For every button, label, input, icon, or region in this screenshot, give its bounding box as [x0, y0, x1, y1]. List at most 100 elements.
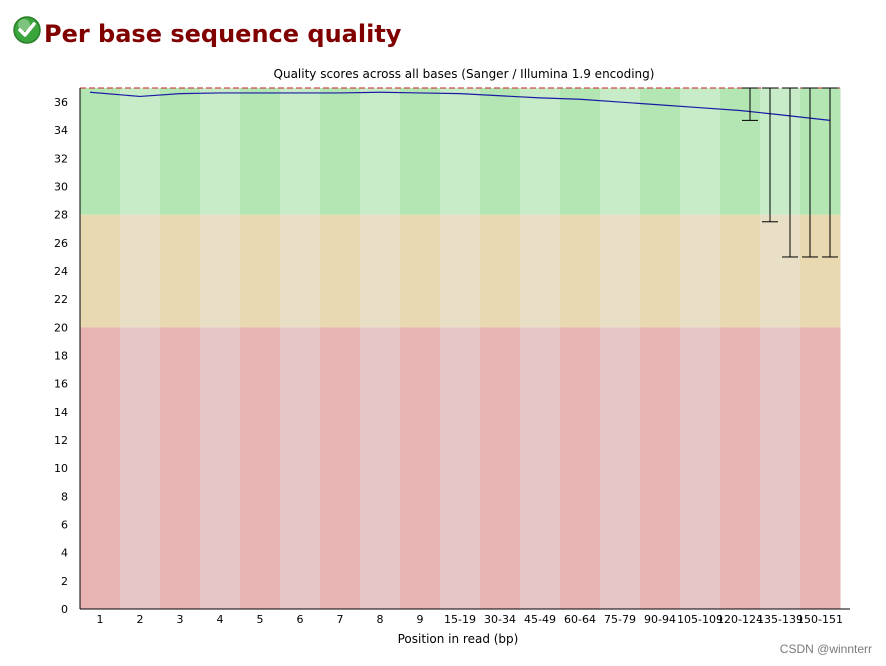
y-tick-label: 28 [54, 209, 68, 222]
x-axis-label: Position in read (bp) [398, 632, 519, 646]
band-good-stripe [720, 88, 761, 215]
y-tick-label: 8 [61, 490, 68, 503]
band-reasonable-stripe [480, 214, 521, 328]
band-poor-stripe [800, 327, 841, 609]
band-reasonable-stripe [120, 214, 161, 328]
band-good-stripe [440, 88, 481, 215]
chart-whiskers [742, 87, 838, 258]
x-tick-label: 90-94 [644, 613, 676, 626]
band-good-stripe [600, 88, 641, 215]
band-poor-stripe [600, 327, 641, 609]
band-reasonable-stripe [400, 214, 441, 328]
band-poor-stripe [120, 327, 161, 609]
band-reasonable-stripe [320, 214, 361, 328]
watermark: CSDN @winnterr [779, 642, 872, 656]
band-poor-stripe [280, 327, 321, 609]
band-good-stripe [280, 88, 321, 215]
chart-title: Quality scores across all bases (Sanger … [274, 67, 655, 81]
y-tick-label: 20 [54, 321, 68, 334]
band-good-stripe [80, 88, 121, 215]
band-reasonable-stripe [760, 214, 801, 328]
band-reasonable-stripe [280, 214, 321, 328]
x-tick-label: 15-19 [444, 613, 476, 626]
band-poor-stripe [640, 327, 681, 609]
band-poor-stripe [720, 327, 761, 609]
band-good-stripe [240, 88, 281, 215]
band-poor-stripe [520, 327, 561, 609]
x-tick-label: 3 [177, 613, 184, 626]
x-tick-label: 105-109 [677, 613, 723, 626]
chart-series [89, 91, 831, 121]
x-tick-label: 150-151 [797, 613, 843, 626]
y-tick-label: 32 [54, 152, 68, 165]
band-poor-stripe [760, 327, 801, 609]
x-tick-label: 2 [137, 613, 144, 626]
band-reasonable-stripe [680, 214, 721, 328]
y-tick-label: 26 [54, 237, 68, 250]
y-tick-label: 30 [54, 181, 68, 194]
band-reasonable-stripe [80, 214, 121, 328]
band-reasonable-stripe [160, 214, 201, 328]
band-poor-stripe [360, 327, 401, 609]
page-header: Per base sequence quality [12, 10, 401, 50]
band-reasonable-stripe [240, 214, 281, 328]
quality-bands [80, 87, 841, 609]
x-tick-label: 5 [257, 613, 264, 626]
x-tick-label: 75-79 [604, 613, 636, 626]
band-poor-stripe [400, 327, 441, 609]
band-good-stripe [160, 88, 201, 215]
y-tick-label: 10 [54, 462, 68, 475]
band-good-stripe [760, 88, 801, 215]
band-poor-stripe [480, 327, 521, 609]
band-good-stripe [640, 88, 681, 215]
y-tick-label: 6 [61, 519, 68, 532]
mean-quality-line [89, 91, 831, 121]
band-reasonable-stripe [600, 214, 641, 328]
band-reasonable-stripe [440, 214, 481, 328]
page-title: Per base sequence quality [44, 20, 402, 48]
y-tick-label: 0 [61, 603, 68, 616]
y-tick-label: 36 [54, 96, 68, 109]
band-reasonable-stripe [200, 214, 241, 328]
x-tick-label: 120-124 [717, 613, 763, 626]
band-reasonable-stripe [360, 214, 401, 328]
y-tick-label: 34 [54, 124, 68, 137]
pass-check-icon [13, 16, 41, 44]
y-tick-label: 2 [61, 575, 68, 588]
band-poor-stripe [440, 327, 481, 609]
y-tick-label: 16 [54, 378, 68, 391]
x-tick-label: 30-34 [484, 613, 516, 626]
y-tick-label: 24 [54, 265, 68, 278]
x-tick-label: 60-64 [564, 613, 596, 626]
band-reasonable-stripe [520, 214, 561, 328]
x-tick-label: 7 [337, 613, 344, 626]
band-poor-stripe [200, 327, 241, 609]
band-reasonable-stripe [800, 214, 841, 328]
y-tick-label: 14 [54, 406, 68, 419]
x-tick-label: 6 [297, 613, 304, 626]
band-poor-stripe [320, 327, 361, 609]
y-tick-label: 18 [54, 350, 68, 363]
band-good-stripe [320, 88, 361, 215]
y-tick-label: 12 [54, 434, 68, 447]
band-good-stripe [400, 88, 441, 215]
band-reasonable-stripe [640, 214, 681, 328]
x-tick-label: 4 [217, 613, 224, 626]
y-tick-label: 4 [61, 547, 68, 560]
x-tick-label: 9 [417, 613, 424, 626]
band-poor-stripe [160, 327, 201, 609]
x-tick-label: 45-49 [524, 613, 556, 626]
band-good-stripe [120, 88, 161, 215]
x-tick-label: 8 [377, 613, 384, 626]
band-good-stripe [520, 88, 561, 215]
band-good-stripe [480, 88, 521, 215]
band-poor-stripe [80, 327, 121, 609]
band-poor-stripe [680, 327, 721, 609]
band-poor-stripe [560, 327, 601, 609]
band-good-stripe [360, 88, 401, 215]
band-good-stripe [800, 88, 841, 215]
x-tick-label: 1 [97, 613, 104, 626]
band-good-stripe [560, 88, 601, 215]
band-poor-stripe [240, 327, 281, 609]
